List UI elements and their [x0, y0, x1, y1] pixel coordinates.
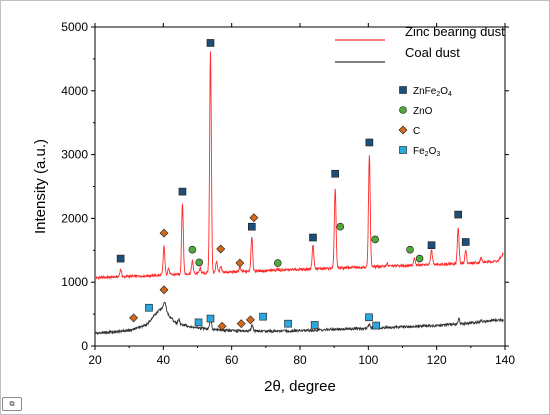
znfe2o4-peak-marker [454, 210, 462, 219]
znfe2o4-peak-marker [427, 241, 436, 249]
zno-peak-marker [188, 245, 197, 254]
fe2o3-peak-marker [310, 321, 319, 329]
carbon-peak-marker [159, 228, 169, 238]
series-line-zinc-bearing-dust [94, 51, 504, 281]
x-tick-label: 100 [358, 353, 378, 367]
fe2o3-peak-marker [365, 313, 373, 322]
series-line-coal-dust [94, 301, 504, 336]
fe2o3-peak-marker [284, 319, 292, 328]
x-tick-label: 60 [225, 353, 239, 367]
carbon-peak-marker [129, 313, 139, 323]
y-tick-label: 3000 [61, 148, 88, 162]
x-tick-label: 80 [293, 353, 307, 367]
phase-legend-label: C [413, 126, 420, 137]
phase-legend-label: ZnFe2O4 [413, 86, 452, 98]
fe2o3-peak-marker [145, 303, 153, 312]
fe2o3-peak-marker [194, 318, 203, 327]
carbon-peak-marker [235, 258, 245, 268]
zno-peak-marker [336, 222, 345, 231]
x-tick-label: 120 [427, 353, 447, 367]
zno-peak-marker [415, 254, 424, 263]
phase-legend-znfe-marker [399, 86, 407, 94]
zno-peak-marker [195, 258, 204, 267]
phase-legend-label: ZnO [413, 106, 433, 117]
x-tick-label: 20 [88, 353, 102, 367]
znfe2o4-peak-marker [116, 254, 125, 263]
carbon-peak-marker [246, 315, 255, 325]
carbon-peak-marker [159, 285, 169, 295]
series-legend-coal-label: Coal dust [405, 45, 460, 60]
phase-legend-fe-marker [399, 146, 407, 154]
phase-legend-label: Fe2O3 [413, 146, 440, 158]
znfe2o4-peak-marker [178, 187, 187, 196]
copy-chart-icon[interactable]: ⧉ [2, 397, 22, 411]
phase-legend-zno-marker [399, 106, 407, 114]
x-axis-label: 2θ, degree [264, 378, 336, 395]
fe2o3-peak-marker [372, 321, 380, 330]
znfe2o4-peak-marker [206, 39, 215, 47]
phase-legend-c-marker [398, 125, 408, 135]
zno-peak-marker [371, 235, 379, 244]
znfe2o4-peak-marker [461, 238, 470, 246]
znfe2o4-peak-marker [331, 169, 339, 178]
zno-peak-marker [273, 259, 282, 267]
series-legend-zinc-label: Zinc bearing dust [405, 24, 505, 39]
znfe2o4-peak-marker [248, 222, 256, 231]
y-tick-label: 0 [81, 339, 88, 353]
carbon-peak-marker [217, 321, 227, 331]
carbon-peak-marker [236, 319, 246, 329]
y-tick-label: 5000 [61, 20, 88, 34]
y-tick-label: 4000 [61, 84, 88, 98]
plot-area [94, 26, 506, 347]
fe2o3-peak-marker [259, 312, 267, 321]
carbon-peak-marker [216, 244, 226, 254]
carbon-peak-marker [249, 213, 259, 223]
y-tick-label: 2000 [61, 211, 88, 225]
znfe2o4-peak-marker [365, 138, 374, 147]
fe2o3-peak-marker [206, 314, 215, 323]
y-tick-label: 1000 [61, 275, 88, 289]
x-tick-label: 40 [157, 353, 171, 367]
zno-peak-marker [406, 245, 414, 254]
x-tick-label: 140 [495, 353, 515, 367]
y-axis-label: Intensity (a.u.) [32, 139, 49, 234]
znfe2o4-peak-marker [309, 233, 317, 242]
